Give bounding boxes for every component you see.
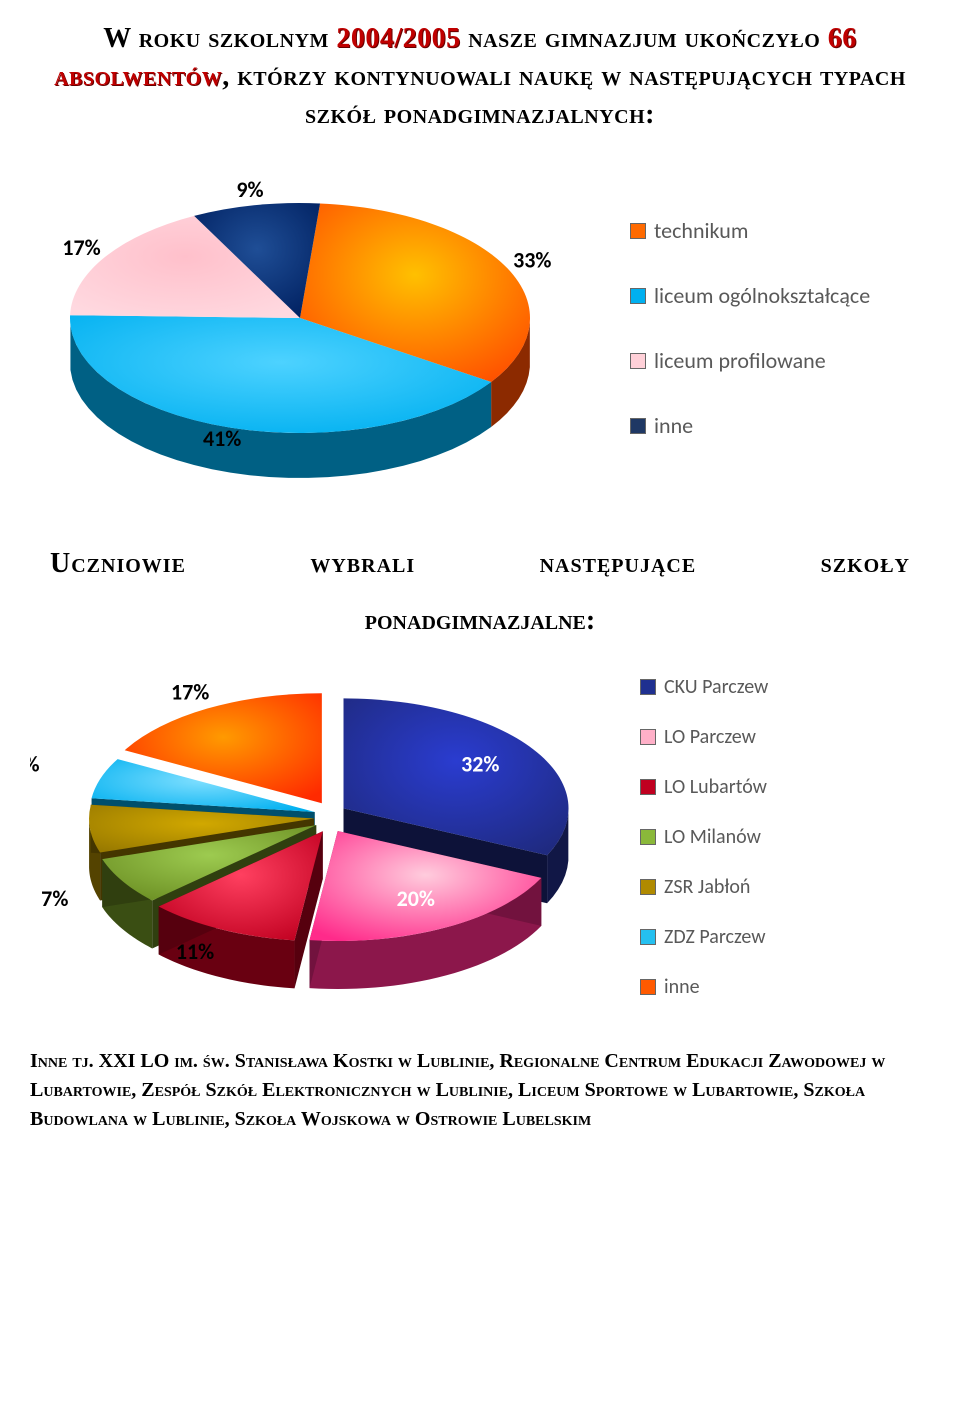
legend-swatch — [630, 353, 646, 369]
svg-text:11%: 11% — [176, 938, 214, 965]
subtitle-line1: Uczniowie wybrali następujące szkoły — [50, 548, 910, 580]
svg-text:17%: 17% — [171, 679, 209, 706]
chart1-container: 33% 41% 17% 9% technikum liceum ogólnokształ… — [30, 148, 930, 508]
legend-item: technikum — [630, 217, 870, 244]
legend-item: LO Lubartów — [640, 775, 768, 799]
legend-item: inne — [630, 412, 870, 439]
legend-swatch — [640, 729, 656, 745]
legend-item: inne — [640, 975, 768, 999]
svg-text:7%: 7% — [41, 885, 68, 912]
legend-swatch — [630, 418, 646, 434]
legend-swatch — [640, 679, 656, 695]
legend-swatch — [640, 879, 656, 895]
svg-text:9%: 9% — [236, 176, 263, 203]
legend-swatch — [630, 223, 646, 239]
chart2-container: 32%20%11%7%7%6%17% CKU ParczewLO Parczew… — [30, 657, 930, 1017]
svg-text:32%: 32% — [461, 751, 499, 778]
footer-text: Inne tj. XXI LO im. św. Stanisława Kostk… — [30, 1047, 930, 1134]
legend-label: liceum profilowane — [654, 347, 826, 374]
legend-swatch — [640, 979, 656, 995]
title-post: , którzy kontynuowali naukę w następując… — [222, 61, 906, 130]
chart2-legend: CKU Parczew LO Parczew LO Lubartów LO Milan… — [640, 675, 768, 999]
legend-item: ZDZ Parczew — [640, 925, 768, 949]
legend-item: liceum profilowane — [630, 347, 870, 374]
legend-label: LO Lubartów — [664, 775, 767, 799]
legend-swatch — [640, 779, 656, 795]
svg-text:6%: 6% — [30, 751, 40, 778]
legend-label: ZSR Jabłoń — [664, 875, 750, 899]
legend-label: CKU Parczew — [664, 675, 768, 699]
legend-label: inne — [664, 975, 700, 999]
legend-label: LO Parczew — [664, 725, 756, 749]
chart1-legend: technikum liceum ogólnokształcące liceum p… — [630, 217, 870, 439]
chart1-pie: 33% 41% 17% 9% — [30, 148, 600, 508]
legend-item: ZSR Jabłoń — [640, 875, 768, 899]
legend-item: LO Milanów — [640, 825, 768, 849]
chart2-pie: 32%20%11%7%7%6%17% — [30, 657, 610, 1017]
legend-swatch — [640, 829, 656, 845]
legend-item: LO Parczew — [640, 725, 768, 749]
legend-label: LO Milanów — [664, 825, 761, 849]
svg-text:33%: 33% — [513, 247, 551, 274]
legend-label: inne — [654, 412, 693, 439]
header-title: W roku szkolnym 2004/2005 nasze gimnazju… — [30, 20, 930, 133]
title-pre: W roku szkolnym — [103, 23, 336, 54]
legend-label: technikum — [654, 217, 748, 244]
legend-label: ZDZ Parczew — [664, 925, 766, 949]
legend-item: liceum ogólnokształcące — [630, 282, 870, 309]
legend-label: liceum ogólnokształcące — [654, 282, 870, 309]
subtitle-line2: ponadgimnazjalne: — [30, 605, 930, 637]
title-mid: nasze gimnazjum ukończyło — [461, 23, 828, 54]
legend-swatch — [630, 288, 646, 304]
title-year: 2004/2005 — [336, 23, 460, 54]
svg-text:20%: 20% — [397, 885, 435, 912]
legend-item: CKU Parczew — [640, 675, 768, 699]
legend-swatch — [640, 929, 656, 945]
svg-text:17%: 17% — [62, 234, 100, 261]
svg-text:41%: 41% — [203, 425, 241, 452]
